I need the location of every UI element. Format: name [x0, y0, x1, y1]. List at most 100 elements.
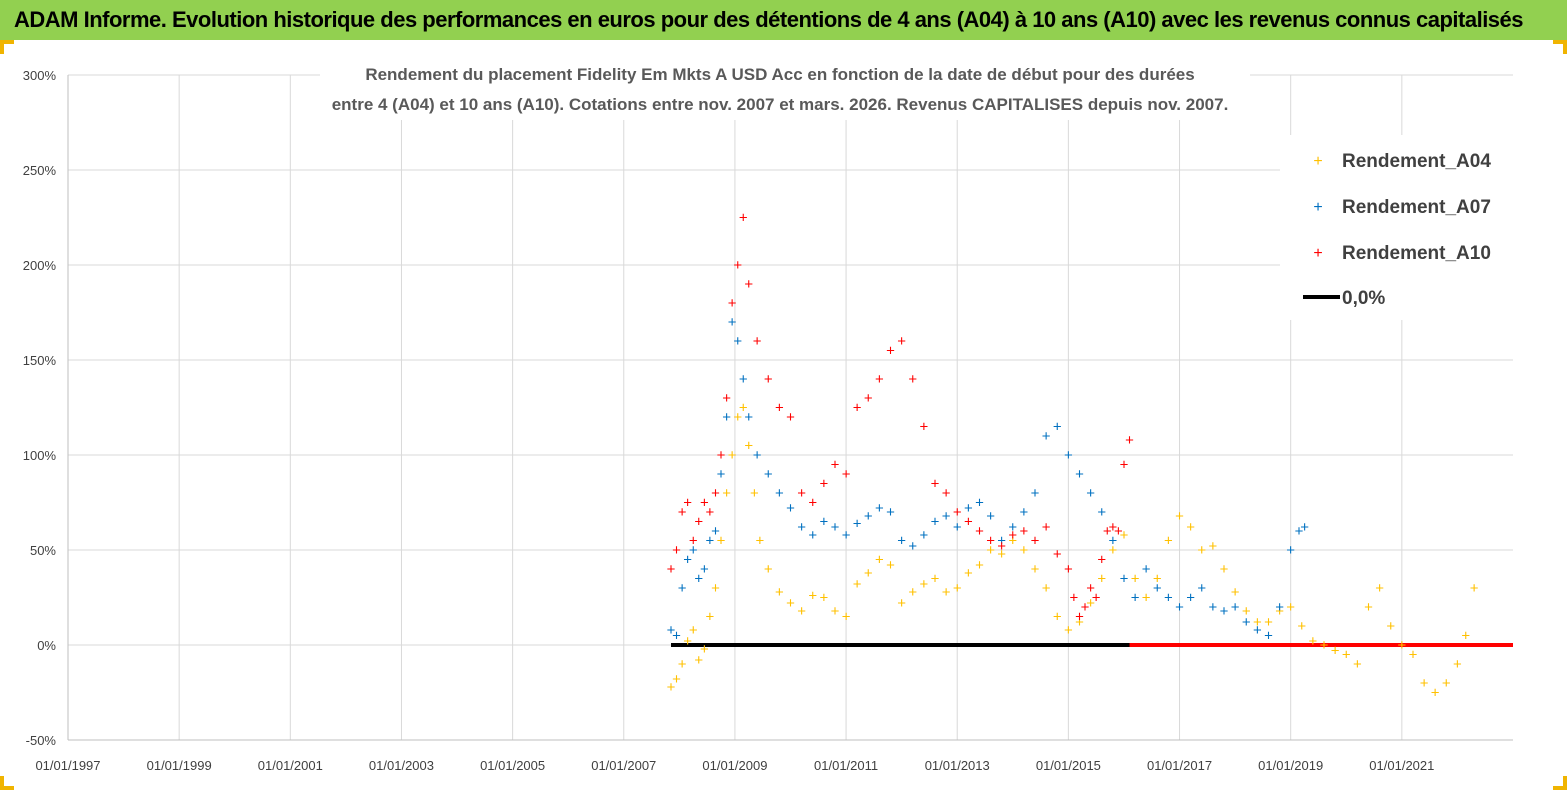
data-point-a04: + — [1197, 542, 1206, 559]
data-point-a07: + — [717, 466, 726, 483]
data-point-a10: + — [1042, 519, 1051, 536]
data-point-a04: + — [1442, 675, 1451, 692]
data-point-a07: + — [667, 622, 676, 639]
data-point-a10: + — [1081, 599, 1090, 616]
data-point-a07: + — [1120, 571, 1129, 588]
data-point-a07: + — [711, 523, 720, 540]
legend-label-a04: Rendement_A04 — [1342, 151, 1491, 172]
data-point-a04: + — [1209, 538, 1218, 555]
data-point-a04: + — [706, 609, 715, 626]
data-point-a04: + — [1264, 614, 1273, 631]
data-point-a07: + — [1108, 533, 1117, 550]
legend-marker-a04: + — [1313, 153, 1322, 170]
data-point-a07: + — [1008, 519, 1017, 536]
data-point-a04: + — [953, 580, 962, 597]
x-tick-label: 01/01/1997 — [35, 758, 100, 773]
data-point-a07: + — [1164, 590, 1173, 607]
data-point-a07: + — [1264, 628, 1273, 645]
y-tick-label: 100% — [23, 448, 57, 463]
data-point-a10: + — [942, 485, 951, 502]
data-point-a04: + — [764, 561, 773, 578]
x-tick-label: 01/01/2011 — [814, 758, 878, 773]
legend-label-a10: Rendement_A10 — [1342, 243, 1491, 264]
data-point-a04: + — [1097, 571, 1106, 588]
data-point-a07: + — [1053, 419, 1062, 436]
y-tick-label: 200% — [23, 258, 57, 273]
data-point-a07: + — [1086, 485, 1095, 502]
data-point-a04: + — [1242, 603, 1251, 620]
data-point-a04: + — [1042, 580, 1051, 597]
x-axis-ticks: 01/01/1997 01/01/1999 01/01/2001 01/01/2003… — [35, 758, 1434, 773]
data-point-a07: + — [1275, 599, 1284, 616]
data-point-a07: + — [1097, 504, 1106, 521]
data-point-a04: + — [986, 542, 995, 559]
data-point-a07: + — [775, 485, 784, 502]
legend: + Rendement_A04 + Rendement_A07 + Rendem… — [1280, 135, 1515, 320]
data-point-a04: + — [864, 565, 873, 582]
legend-label-zero: 0,0% — [1342, 288, 1385, 309]
data-point-a07: + — [786, 500, 795, 517]
data-point-a07: + — [875, 500, 884, 517]
y-tick-label: 50% — [30, 543, 56, 558]
data-point-a04: + — [1108, 542, 1117, 559]
data-point-a04: + — [997, 546, 1006, 563]
data-point-a04: + — [672, 671, 681, 688]
data-point-a04: + — [1175, 508, 1184, 525]
data-point-a07: + — [1295, 523, 1304, 540]
y-tick-label: -50% — [26, 733, 57, 748]
data-point-a04: + — [931, 571, 940, 588]
data-point-a10: + — [808, 495, 817, 512]
data-point-a07: + — [1186, 590, 1195, 607]
legend-entry-zero: 0,0% — [1303, 288, 1385, 309]
data-point-a07: + — [986, 508, 995, 525]
data-point-a04: + — [875, 552, 884, 569]
data-point-a07: + — [1042, 428, 1051, 445]
data-point-a07: + — [842, 527, 851, 544]
data-point-a10: + — [864, 390, 873, 407]
data-point-a04: + — [1075, 614, 1084, 631]
data-point-a04: + — [1431, 685, 1440, 702]
data-point-a10: + — [722, 390, 731, 407]
data-point-a07: + — [706, 533, 715, 550]
data-point-a07: + — [744, 409, 753, 426]
data-point-a07: + — [942, 508, 951, 525]
x-tick-label: 01/01/2017 — [1147, 758, 1212, 773]
data-point-a07: + — [819, 514, 828, 531]
data-point-a07: + — [672, 628, 681, 645]
data-point-a07: + — [797, 519, 806, 536]
data-point-a07: + — [920, 527, 929, 544]
data-point-a10: + — [753, 333, 762, 350]
x-tick-label: 01/01/2009 — [702, 758, 767, 773]
data-point-a04: + — [1453, 656, 1462, 673]
data-point-a04: + — [1086, 595, 1095, 612]
data-points: ++++++++++++++++++++ ++ ++ ++++ +++ + ++ ++ ++ ++… — [667, 210, 1479, 702]
data-point-a07: + — [808, 527, 817, 544]
data-point-a10: + — [897, 333, 906, 350]
header-banner: ADAM Informe. Evolution historique des p… — [0, 0, 1567, 40]
x-tick-label: 01/01/2021 — [1369, 758, 1434, 773]
data-point-a07: + — [864, 508, 873, 525]
data-point-a04: + — [975, 557, 984, 574]
data-point-a10: + — [694, 514, 703, 531]
x-tick-label: 01/01/2007 — [591, 758, 656, 773]
data-point-a04: + — [1142, 590, 1151, 607]
data-point-a04: + — [1320, 637, 1329, 654]
data-point-a10: + — [853, 400, 862, 417]
data-point-a04: + — [728, 447, 737, 464]
data-point-a04: + — [1309, 633, 1318, 650]
scatter-chart: ++++++++++++++++++++ ++ ++ ++++ +++ + ++ ++ ++ ++… — [23, 58, 1515, 773]
legend-marker-a07: + — [1313, 199, 1322, 216]
data-point-a07: + — [1142, 561, 1151, 578]
y-tick-label: 0% — [37, 638, 56, 653]
data-point-a07: + — [1075, 466, 1084, 483]
data-point-a10: + — [831, 457, 840, 474]
data-point-a04: + — [683, 633, 692, 650]
data-point-a07: + — [1220, 603, 1229, 620]
data-point-a07: + — [908, 538, 917, 555]
data-point-a10: + — [775, 400, 784, 417]
data-point-a04: + — [1153, 571, 1162, 588]
data-point-a07: + — [700, 561, 709, 578]
data-point-a10: + — [886, 343, 895, 360]
x-tick-label: 01/01/2013 — [925, 758, 990, 773]
data-point-a04: + — [1420, 675, 1429, 692]
